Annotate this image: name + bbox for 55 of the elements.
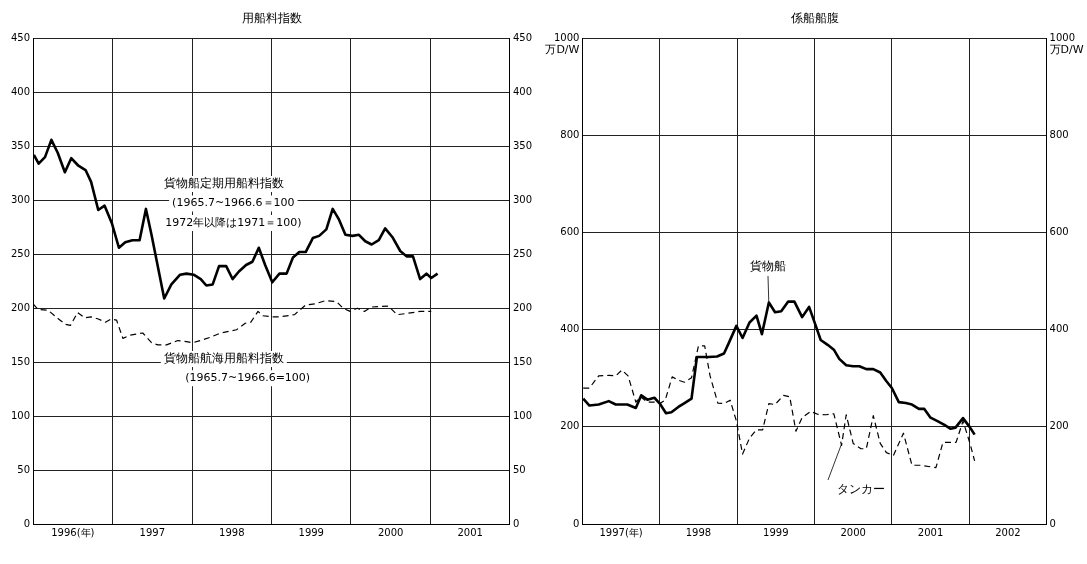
y2-tick-label: 200 bbox=[512, 301, 533, 313]
x-tick-label: 1999 bbox=[298, 526, 324, 538]
y2-tick-label: 100 bbox=[512, 409, 533, 421]
y-tick-label: 450 bbox=[10, 31, 31, 43]
y-axis-title: 万D/W bbox=[545, 43, 580, 57]
x-tick-label: 2000 bbox=[840, 526, 866, 538]
y2-tick-label: 1000 bbox=[1049, 31, 1075, 43]
y-tick-label: 200 bbox=[560, 420, 580, 432]
annotation: (1965.7~1966.6＝100 bbox=[172, 196, 295, 210]
y-tick-label: 600 bbox=[560, 226, 580, 238]
y-tick-label: 400 bbox=[10, 85, 31, 97]
text: 貨物船定期用船料指数 bbox=[163, 176, 284, 191]
text: タンカー bbox=[836, 482, 885, 497]
x-tick-label: 1996(年) bbox=[51, 526, 95, 538]
x-tick-label: 2001 bbox=[457, 526, 483, 538]
y-tick-label: 150 bbox=[10, 355, 31, 367]
x-tick-label: 1998 bbox=[219, 526, 245, 538]
y2-tick-label: 400 bbox=[1049, 323, 1069, 335]
y2-tick-label: 0 bbox=[1049, 517, 1056, 529]
chart-title: 係船船腹 bbox=[789, 11, 839, 26]
annotation: (1965.7~1966.6=100) bbox=[185, 371, 311, 385]
x-tick-label: 2001 bbox=[917, 526, 944, 538]
y-tick-label: 1000 bbox=[554, 31, 580, 43]
y-tick-label: 300 bbox=[10, 193, 31, 205]
x-tick-label: 2000 bbox=[377, 526, 404, 538]
y-tick-label: 400 bbox=[560, 323, 580, 335]
y-tick-label: 50 bbox=[17, 463, 31, 475]
y2-tick-label: 0 bbox=[512, 517, 520, 529]
x-tick-label: 1997 bbox=[139, 526, 166, 538]
y2-tick-label: 400 bbox=[512, 85, 533, 97]
y2-tick-label: 450 bbox=[512, 31, 533, 43]
y2-tick-label: 350 bbox=[512, 139, 533, 151]
y2-tick-label: 800 bbox=[1049, 129, 1069, 141]
chart-title: 用船料指数 bbox=[241, 11, 302, 26]
y-tick-label: 0 bbox=[573, 517, 580, 529]
series-label: 貨物船航海用船料指数 bbox=[163, 351, 284, 366]
y-tick-label: 200 bbox=[10, 301, 31, 313]
y-tick-label: 100 bbox=[10, 409, 31, 421]
y-tick-label: 800 bbox=[560, 129, 580, 141]
y2-tick-label: 150 bbox=[512, 355, 533, 367]
text: 貨物船 bbox=[750, 258, 787, 273]
x-tick-label: 1997(年) bbox=[599, 526, 643, 538]
y-tick-label: 250 bbox=[10, 247, 31, 259]
y-tick-label: 0 bbox=[23, 517, 31, 529]
y2-tick-label: 50 bbox=[512, 463, 526, 475]
x-tick-label: 1999 bbox=[763, 526, 789, 538]
y2-axis-title: 万D/W bbox=[1049, 43, 1084, 57]
y2-tick-label: 250 bbox=[512, 247, 533, 259]
x-tick-label: 1998 bbox=[685, 526, 712, 538]
y2-tick-label: 300 bbox=[512, 193, 533, 205]
y2-tick-label: 600 bbox=[1049, 226, 1069, 238]
annotation: 1972年以降は1971＝100) bbox=[165, 215, 302, 229]
y2-tick-label: 200 bbox=[1049, 420, 1069, 432]
x-tick-label: 2002 bbox=[995, 526, 1021, 538]
y-tick-label: 350 bbox=[10, 139, 31, 151]
